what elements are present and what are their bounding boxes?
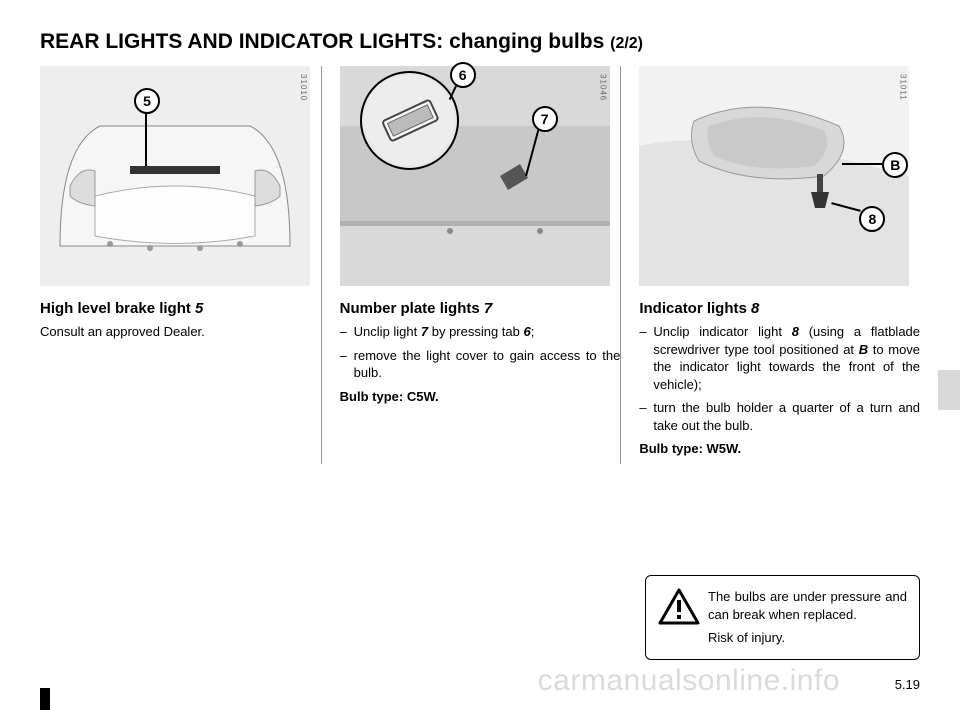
column-1: 31010 5 High level brake light 5 Consult… — [40, 66, 321, 464]
photo-id: 31046 — [599, 74, 608, 101]
mirror-illustration — [639, 66, 909, 286]
callout-7: 7 — [532, 106, 558, 132]
car-rear-illustration — [40, 66, 310, 286]
warning-text: The bulbs are under pres­sure and can br… — [708, 588, 907, 647]
photo-id: 31010 — [299, 74, 308, 101]
heading-brake-light: High level brake light 5 — [40, 300, 321, 317]
warning-icon — [658, 588, 700, 626]
page-number: 5.19 — [895, 677, 920, 692]
leader-line — [145, 111, 147, 166]
list-item: remove the light cover to gain access to… — [340, 347, 621, 382]
heading-plate-light: Number plate lights 7 — [340, 300, 621, 317]
manual-page: REAR LIGHTS AND INDICATOR LIGHTS: changi… — [0, 0, 960, 710]
warning-box: The bulbs are under pres­sure and can br… — [645, 575, 920, 660]
leader-line — [842, 163, 882, 165]
column-2: 31046 6 7 Number plate lights 7 Unclip l… — [321, 66, 621, 464]
list-item: Unclip indicator light 8 (using a flatb­… — [639, 323, 920, 393]
page-title: REAR LIGHTS AND INDICATOR LIGHTS: changi… — [40, 30, 920, 54]
figure-plate-light: 31046 6 7 — [340, 66, 610, 286]
plate-light-icon — [362, 73, 457, 168]
section-tab — [40, 688, 50, 710]
figure-indicator: 31011 B 8 — [639, 66, 909, 286]
title-sub: (2/2) — [610, 35, 643, 52]
list-item: turn the bulb holder a quarter of a turn… — [639, 399, 920, 434]
figure-brake-light: 31010 5 — [40, 66, 310, 286]
edge-tab — [938, 370, 960, 410]
list-plate-light: Unclip light 7 by pressing tab 6; remove… — [340, 323, 621, 382]
column-3: 31011 B 8 Indicator lights 8 Unclip indi… — [620, 66, 920, 464]
callout-5: 5 — [134, 88, 160, 114]
heading-indicator: Indicator lights 8 — [639, 300, 920, 317]
bulb-type: Bulb type: W5W. — [639, 440, 920, 458]
bulb-type: Bulb type: C5W. — [340, 388, 621, 406]
inset-detail — [360, 71, 459, 170]
watermark: carmanualsonline.info — [538, 664, 840, 698]
title-main: REAR LIGHTS AND INDICATOR LIGHTS: changi… — [40, 30, 610, 53]
list-indicator: Unclip indicator light 8 (using a flatb­… — [639, 323, 920, 434]
callout-6: 6 — [450, 62, 476, 88]
body-brake-light: Consult an approved Dealer. — [40, 323, 321, 341]
list-item: Unclip light 7 by pressing tab 6; — [340, 323, 621, 341]
photo-id: 31011 — [898, 74, 907, 101]
columns: 31010 5 High level brake light 5 Consult… — [40, 66, 920, 464]
